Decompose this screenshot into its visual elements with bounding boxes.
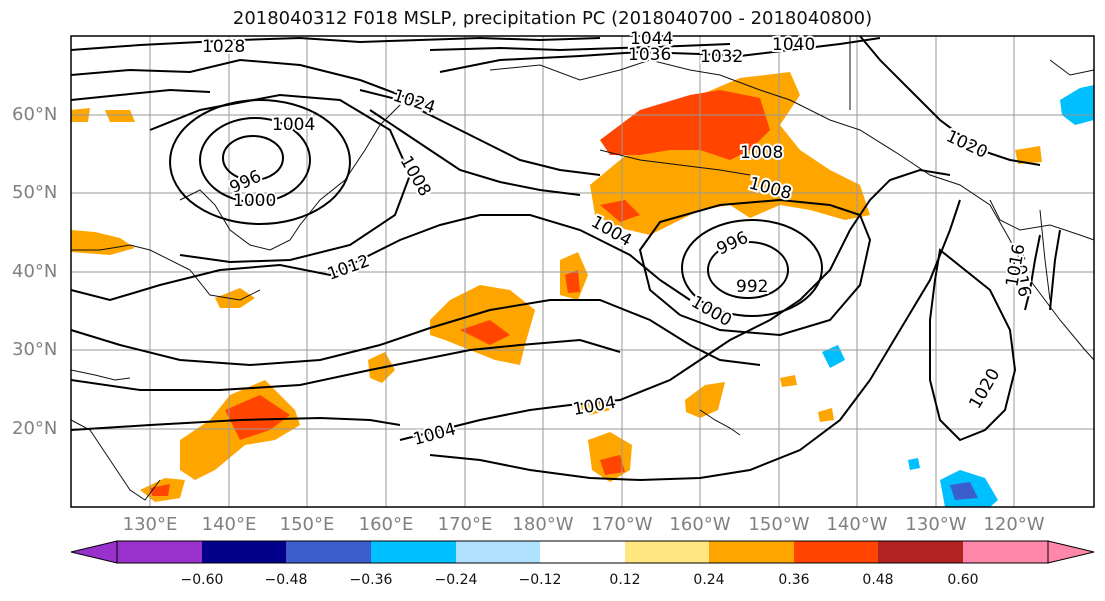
colorbar-tick-label: −0.48 <box>264 572 308 588</box>
colorbar-segment <box>625 541 709 563</box>
lon-label: 180°W <box>512 514 574 535</box>
colorbar-tick-label: −0.24 <box>434 572 478 588</box>
lon-label: 120°W <box>983 514 1045 535</box>
isobar-label: 1000 <box>233 191 276 211</box>
colorbar-segment <box>117 541 202 563</box>
graticule <box>71 36 1094 507</box>
colorbar-segment <box>878 541 963 563</box>
colorbar-tick-label: −0.12 <box>518 572 562 588</box>
precipitation-fills <box>71 72 1094 507</box>
lon-label: 170°W <box>591 514 653 535</box>
colorbar-segment <box>540 541 625 563</box>
isobars <box>70 35 1061 482</box>
isobar-label: 1036 <box>628 45 671 65</box>
lon-label: 140°E <box>201 514 257 535</box>
lon-label: 130°W <box>905 514 967 535</box>
colorbar-segment <box>963 541 1048 563</box>
colorbar-tick-label: 0.12 <box>609 572 641 588</box>
colorbar-tick-label: 0.36 <box>778 572 810 588</box>
colorbar-tick-label: 0.60 <box>947 572 979 588</box>
isobar-label: 1028 <box>202 37 245 57</box>
isobar-label: 1004 <box>272 115 315 135</box>
map-border <box>70 35 1095 508</box>
coastlines <box>70 36 1095 501</box>
lon-label: 130°E <box>122 514 178 535</box>
colorbar-segment <box>371 541 456 563</box>
map-title: 2018040312 F018 MSLP, precipitation PC (… <box>232 8 873 29</box>
lon-label: 170°E <box>437 514 493 535</box>
lat-label: 60°N <box>12 104 58 125</box>
colorbar-border <box>116 540 1049 564</box>
colorbar-tick-label: −0.60 <box>180 572 224 588</box>
lon-label: 150°E <box>279 514 335 535</box>
colorbar-extend-right <box>1047 540 1095 564</box>
colorbar-segment <box>456 541 540 563</box>
lon-label: 160°E <box>358 514 414 535</box>
lat-label: 30°N <box>12 339 58 360</box>
colorbar-segment <box>286 541 371 563</box>
lat-label: 40°N <box>12 261 58 282</box>
isobar-label: 1032 <box>700 47 743 67</box>
colorbar-tick-label: 0.48 <box>862 572 894 588</box>
colorbar-segment <box>202 541 286 563</box>
colorbar-extend-left <box>70 540 118 564</box>
colorbar-segment <box>794 541 878 563</box>
lon-label: 160°W <box>669 514 731 535</box>
isobar-label: 1040 <box>772 35 815 55</box>
colorbar-tick-label: −0.36 <box>349 572 393 588</box>
colorbar-segment <box>709 541 794 563</box>
lat-label: 20°N <box>12 418 58 439</box>
lon-label: 140°W <box>826 514 888 535</box>
isobar-label: 1008 <box>740 143 783 163</box>
isobar-label: 992 <box>736 277 768 297</box>
colorbar-tick-label: 0.24 <box>693 572 725 588</box>
lon-label: 150°W <box>748 514 810 535</box>
lat-label: 50°N <box>12 182 58 203</box>
isobar-label: 1044 <box>630 29 673 49</box>
colorbar <box>70 540 1095 564</box>
